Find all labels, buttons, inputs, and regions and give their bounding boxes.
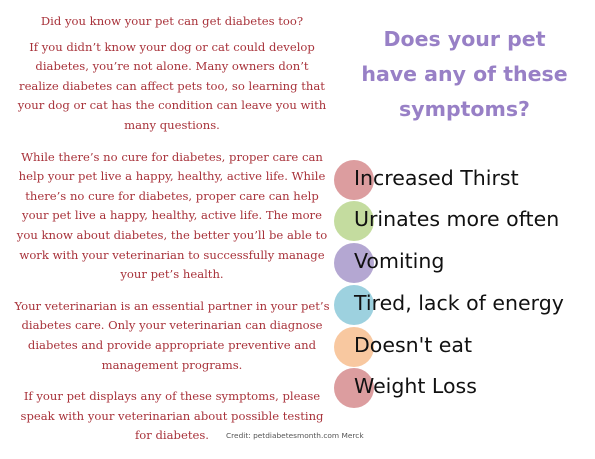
symptom-label: Vomiting: [354, 249, 445, 273]
symptom-circle: [334, 201, 374, 241]
heading-line: Does your pet: [383, 27, 546, 51]
heading-line: symptoms?: [399, 97, 530, 121]
symptom-circle: [334, 285, 374, 325]
paragraph-veterinarian-partner: Your veterinarian is an essential partne…: [14, 298, 330, 372]
symptom-label: Increased Thirst: [354, 166, 519, 190]
symptom-circle: [334, 243, 374, 283]
symptom-item-urinates-more-often: Urinates more often: [334, 201, 595, 243]
symptom-circle: [334, 368, 374, 408]
paragraph-not-alone: If you didn’t know your dog or cat could…: [17, 39, 327, 132]
paragraph-speak-with-vet: If your pet displays any of these sympto…: [20, 389, 324, 443]
paragraph-no-cure: While there’s no cure for diabetes, prop…: [16, 149, 328, 282]
symptom-item-increased-thirst: Increased Thirst: [334, 160, 595, 202]
symptom-item-doesnt-eat: Doesn't eat: [334, 327, 595, 369]
symptoms-heading: Does your pet have any of these symptoms…: [334, 22, 595, 127]
symptoms-column: Does your pet have any of these symptoms…: [334, 0, 595, 459]
symptom-item-vomiting: Vomiting: [334, 243, 595, 285]
symptom-label: Urinates more often: [354, 207, 560, 231]
symptom-label: Weight Loss: [354, 374, 477, 398]
symptom-label: Tired, lack of energy: [354, 291, 564, 315]
symptom-circle: [334, 327, 374, 367]
symptom-item-tired-lack-of-energy: Tired, lack of energy: [334, 285, 595, 327]
symptom-label: Doesn't eat: [354, 333, 473, 357]
heading-line: have any of these: [361, 62, 568, 86]
intro-question: Did you know your pet can get diabetes t…: [40, 14, 304, 28]
intro-text-column: Did you know your pet can get diabetes t…: [14, 12, 330, 452]
symptom-item-weight-loss: Weight Loss: [334, 368, 595, 410]
symptom-circle: [334, 160, 374, 200]
image-credit: Credit: petdiabetesmonth.com Merck: [226, 431, 364, 440]
